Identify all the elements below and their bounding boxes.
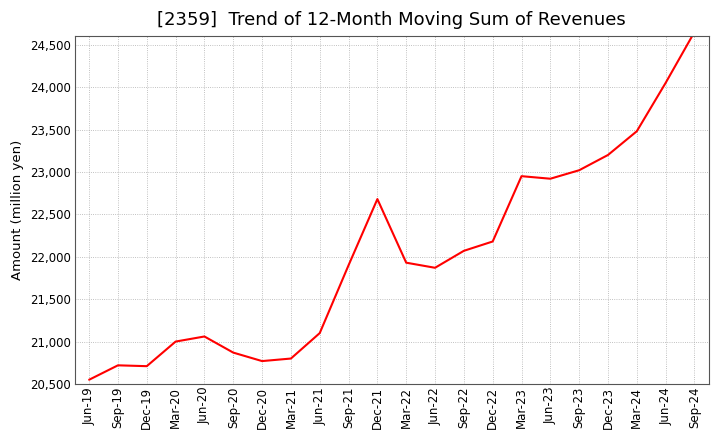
Y-axis label: Amount (million yen): Amount (million yen) xyxy=(11,140,24,280)
Title: [2359]  Trend of 12-Month Moving Sum of Revenues: [2359] Trend of 12-Month Moving Sum of R… xyxy=(158,11,626,29)
